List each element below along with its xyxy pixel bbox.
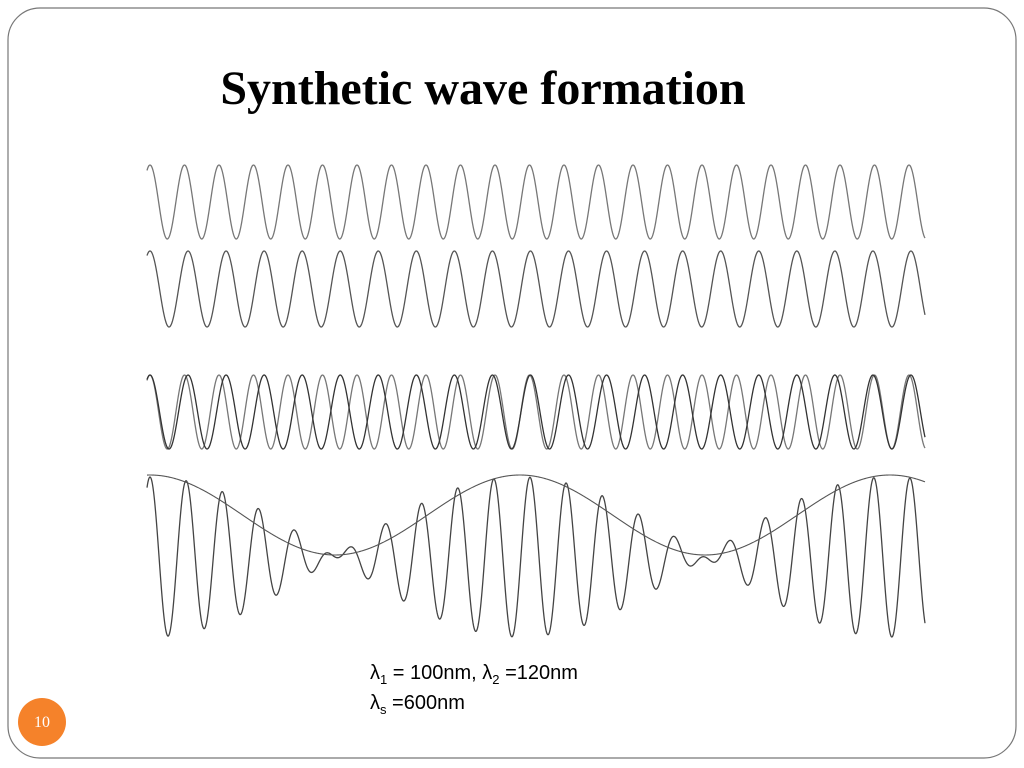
caption-line: λ1 = 100nm, λ2 =120nm <box>370 662 578 687</box>
caption-subscript: 1 <box>380 672 387 687</box>
caption-part: λ <box>370 662 380 684</box>
wave-1 <box>146 164 926 240</box>
wave-2 <box>146 250 926 328</box>
caption-line: λs =600nm <box>370 692 465 717</box>
wave-diagram <box>146 164 926 638</box>
caption-part: = 100nm, <box>387 662 482 684</box>
caption-part: =120nm <box>500 662 578 684</box>
envelope <box>146 474 926 556</box>
wave-overlay-2 <box>146 374 926 450</box>
caption-subscript: 2 <box>492 672 499 687</box>
slide-title: Synthetic wave formation <box>220 62 745 115</box>
wave-sum <box>146 476 926 638</box>
page-number-badge <box>18 698 66 746</box>
caption-subscript: s <box>380 702 387 717</box>
caption-part: λ <box>370 692 380 714</box>
caption-part: λ <box>482 662 492 684</box>
page-number: 10 <box>34 714 50 731</box>
caption-part: =600nm <box>387 692 465 714</box>
slide-border <box>7 7 1017 759</box>
